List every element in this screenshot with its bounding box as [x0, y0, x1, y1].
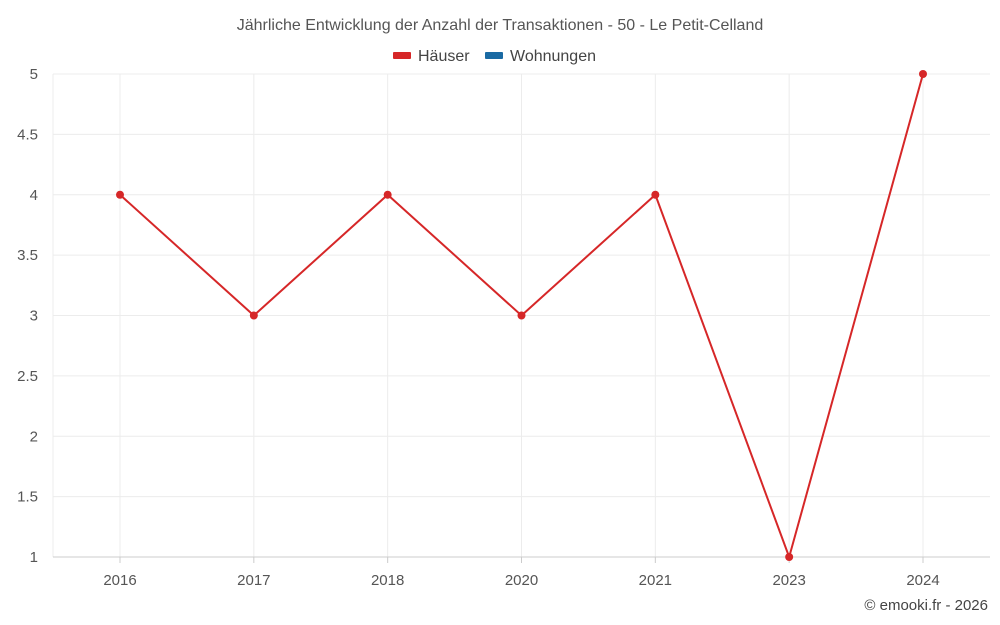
x-tick-label: 2017	[237, 572, 270, 589]
y-tick-label: 3	[30, 308, 38, 325]
y-tick-label: 1.5	[17, 489, 38, 506]
data-point-haeuser	[651, 190, 660, 199]
legend-swatch-haeuser	[393, 52, 411, 59]
x-tick-label: 2018	[371, 572, 404, 589]
legend-swatch-wohnungen	[485, 52, 503, 59]
data-point-haeuser	[517, 311, 526, 320]
data-point-haeuser	[116, 190, 124, 199]
x-axis-ticks: 2016 2017 2018 2020 2021 2023 2024	[103, 557, 940, 589]
data-point-haeuser	[383, 190, 392, 199]
chart-title: Jährliche Entwicklung der Anzahl der Tra…	[237, 17, 764, 34]
y-tick-label: 1	[30, 549, 38, 566]
x-tick-label: 2023	[772, 572, 805, 589]
y-tick-label: 5	[30, 66, 38, 83]
x-tick-label: 2020	[505, 572, 538, 589]
y-tick-label: 4.5	[17, 126, 38, 143]
series	[116, 70, 927, 561]
data-point-haeuser	[249, 311, 258, 320]
x-tick-label: 2016	[103, 572, 136, 589]
x-tick-label: 2024	[906, 572, 939, 589]
y-tick-label: 3.5	[17, 247, 38, 264]
legend-label-wohnungen: Wohnungen	[510, 48, 596, 65]
legend-item-haeuser[interactable]: Häuser	[393, 48, 470, 65]
legend: Häuser Wohnungen	[393, 48, 596, 65]
data-point-haeuser	[785, 553, 794, 561]
y-tick-label: 4	[30, 187, 38, 204]
legend-item-wohnungen[interactable]: Wohnungen	[485, 48, 596, 65]
y-tick-label: 2.5	[17, 368, 38, 385]
y-axis-ticks: 1 1.5 2 2.5 3 3.5 4 4.5 5	[17, 66, 38, 566]
legend-label-haeuser: Häuser	[418, 48, 470, 65]
x-tick-label: 2021	[639, 572, 672, 589]
y-tick-label: 2	[30, 428, 38, 445]
credit: © emooki.fr - 2026	[864, 597, 988, 614]
data-point-haeuser	[919, 70, 927, 78]
